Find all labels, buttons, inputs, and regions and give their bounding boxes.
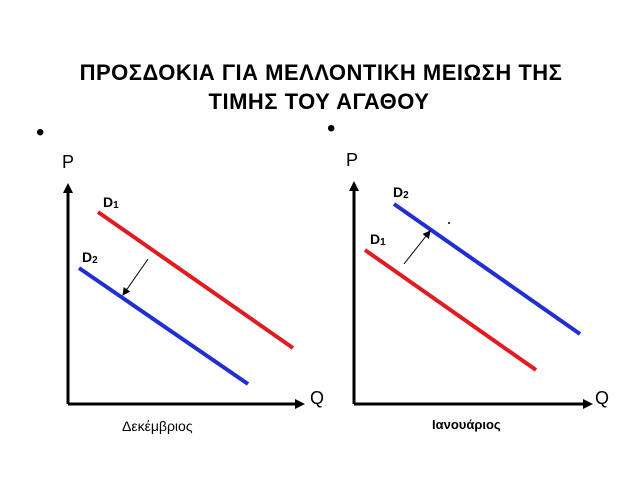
left-x-axis-label: Q bbox=[310, 388, 324, 408]
left-month-label: Δεκέμβριος bbox=[122, 418, 193, 434]
right-curve-d1 bbox=[363, 248, 538, 372]
left-panel: P Q D1 D2 Δεκέμβριος bbox=[62, 152, 324, 434]
right-dot-mark bbox=[448, 222, 450, 224]
bullet-left: • bbox=[36, 119, 44, 146]
left-y-axis-label: P bbox=[62, 152, 74, 172]
title-line-2: ΤΙΜΗΣ ΤΟΥ ΑΓΑΘΟΥ bbox=[208, 89, 430, 114]
left-label-d1: D1 bbox=[103, 194, 119, 211]
right-label-d2: D2 bbox=[393, 184, 409, 201]
right-month-label: Ιανουάριος bbox=[432, 417, 501, 432]
right-x-axis-label: Q bbox=[595, 388, 609, 408]
right-curve-d2 bbox=[392, 202, 582, 336]
right-shift-arrow bbox=[403, 230, 431, 265]
right-label-d1: D1 bbox=[370, 231, 386, 248]
left-label-d2: D2 bbox=[82, 249, 98, 266]
title-line-1: ΠΡΟΣΔΟΚΙΑ ΓΙΑ ΜΕΛΛΟΝΤΙΚΗ ΜΕΙΩΣΗ ΤΗΣ bbox=[79, 60, 563, 85]
right-panel: P Q D2 D1 Ιανουάριος bbox=[346, 150, 609, 432]
page-title: ΠΡΟΣΔΟΚΙΑ ΓΙΑ ΜΕΛΛΟΝΤΙΚΗ ΜΕΙΩΣΗ ΤΗΣ ΤΙΜΗ… bbox=[0, 58, 638, 116]
left-curve-d1 bbox=[96, 210, 295, 350]
left-curve-d2 bbox=[77, 266, 250, 386]
right-y-axis-label: P bbox=[346, 150, 358, 170]
bullet-right: • bbox=[327, 115, 335, 142]
left-shift-arrow bbox=[122, 258, 149, 296]
